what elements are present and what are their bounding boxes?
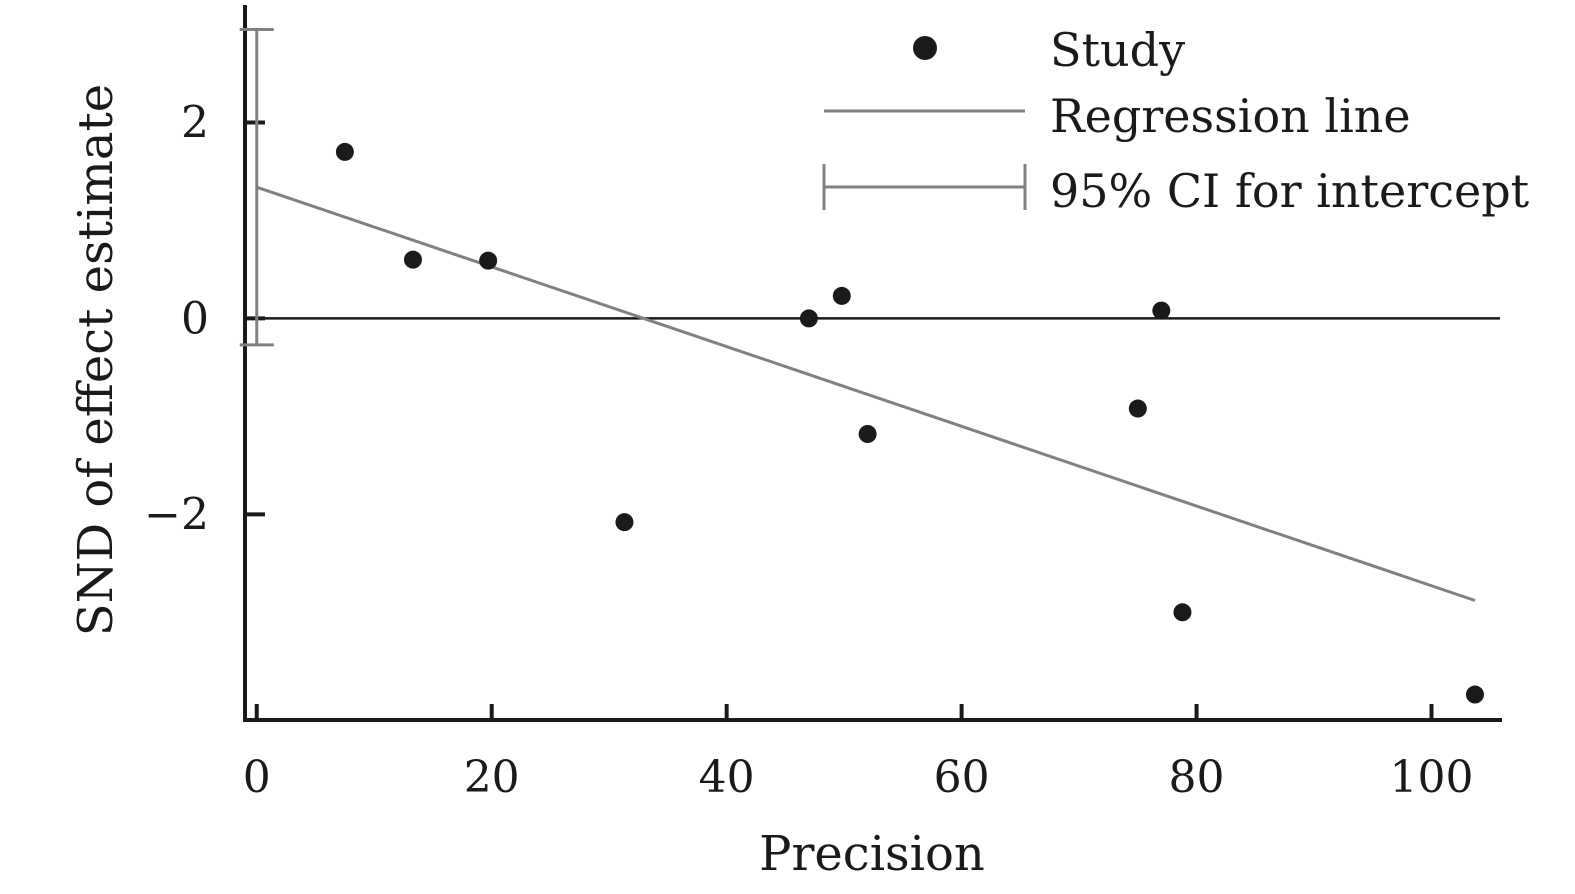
- study-point: [403, 250, 422, 269]
- x-axis-label: Precision: [759, 826, 985, 882]
- legend: Study Regression line 95% CI for intercept: [822, 23, 1530, 218]
- x-tick-label: 20: [464, 752, 520, 803]
- study-point: [1173, 603, 1192, 622]
- study-point: [1152, 301, 1171, 320]
- study-point: [479, 251, 498, 270]
- study-point: [799, 309, 818, 328]
- axes: 0 20 40 60 80 100 −2 0 2: [144, 5, 1502, 803]
- study-point: [335, 142, 354, 161]
- study-point: [1128, 399, 1147, 418]
- study-point: [1465, 685, 1484, 704]
- y-tick-label: 2: [181, 98, 209, 149]
- legend-study-marker: [913, 36, 937, 60]
- x-tick-label: 80: [1169, 752, 1225, 803]
- x-tick-label: 40: [699, 752, 755, 803]
- y-axis-label: SND of effect estimate: [68, 84, 124, 636]
- regression-line: [256, 185, 1476, 602]
- x-tick-label: 100: [1390, 752, 1474, 803]
- legend-study-label: Study: [1050, 23, 1185, 77]
- y-tick-label: 0: [181, 293, 209, 344]
- y-tick-label: −2: [144, 489, 209, 540]
- study-point: [615, 513, 634, 532]
- legend-regression-label: Regression line: [1050, 89, 1411, 143]
- study-point: [832, 286, 851, 305]
- plot-marks: [239, 27, 1500, 704]
- x-tick-label: 0: [243, 752, 271, 803]
- study-point: [858, 425, 877, 443]
- x-tick-label: 60: [934, 752, 990, 803]
- legend-ci-label: 95% CI for intercept: [1050, 164, 1530, 218]
